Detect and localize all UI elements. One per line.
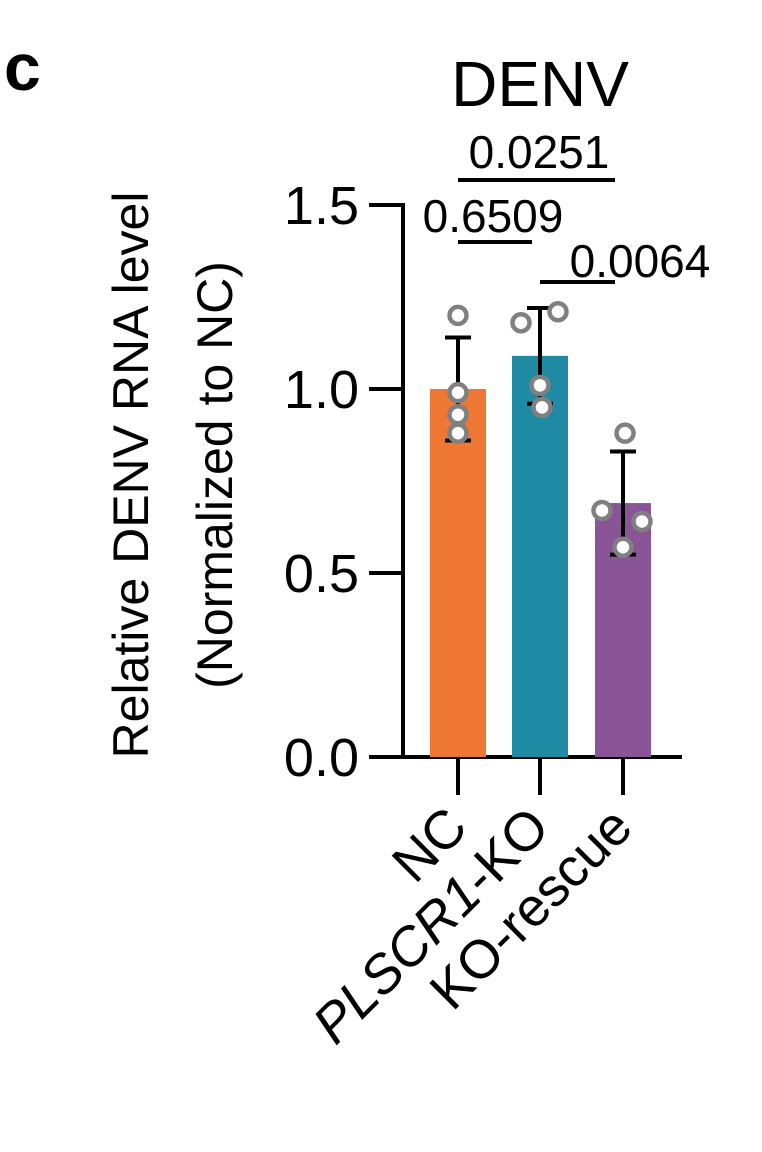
y-tick-label: 0.5 [284,544,359,604]
data-point [510,312,532,334]
y-tick-label: 1.5 [284,176,359,236]
data-point [447,422,469,444]
data-point [614,422,636,444]
y-tick-label: 1.0 [284,360,359,420]
data-point [612,536,634,558]
data-point [631,510,653,533]
y-tick-label: 0.0 [284,728,359,788]
data-point [447,304,469,327]
data-point [447,404,469,426]
data-point [591,499,613,522]
data-point [547,300,569,323]
y-axis-label-line1: Relative DENV RNA level [103,192,159,759]
bar [512,355,568,757]
p-value-label: 0.6509 [423,190,564,242]
panel-label: c [4,30,41,104]
y-axis-label-line2: (Normalized to NC) [187,261,243,689]
chart-title: DENV [451,48,629,120]
bar [430,389,486,757]
data-point [447,381,469,404]
data-point [531,396,553,419]
data-point [529,374,551,397]
p-value-label: 0.0064 [570,235,711,287]
p-value-label: 0.0251 [469,126,610,178]
